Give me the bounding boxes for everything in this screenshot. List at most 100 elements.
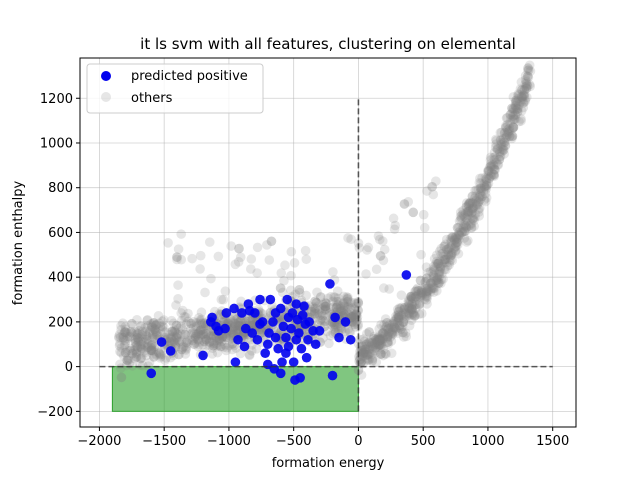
others-point (507, 114, 518, 125)
others-point (495, 151, 505, 162)
others-point (373, 340, 384, 351)
others-point (127, 348, 138, 359)
others-point (504, 125, 515, 136)
others-point (507, 131, 518, 141)
others-point (520, 96, 530, 107)
others-point (390, 323, 400, 333)
others-point (488, 160, 499, 170)
others-point (326, 292, 336, 302)
others-point (122, 355, 132, 365)
others-point (455, 211, 466, 222)
others-point (236, 296, 246, 307)
others-point (342, 294, 353, 304)
others-point (449, 234, 460, 245)
others-point (508, 122, 518, 133)
others-point (415, 288, 425, 299)
others-point (132, 329, 143, 339)
others-point (371, 337, 382, 348)
others-point (524, 60, 535, 71)
others-point (507, 131, 518, 141)
others-point (169, 337, 180, 348)
others-point (439, 255, 449, 265)
others-point (320, 301, 331, 312)
others-point (417, 285, 427, 296)
others-point (131, 344, 141, 355)
others-point (176, 254, 187, 265)
others-point (524, 79, 535, 90)
others-point (491, 134, 501, 145)
others-point (317, 313, 327, 324)
others-point (511, 97, 521, 107)
others-point (310, 303, 321, 314)
others-point (150, 326, 161, 336)
others-point (411, 285, 422, 295)
others-point (399, 314, 410, 324)
others-point (441, 250, 451, 260)
others-point (505, 109, 516, 120)
predicted-positive-point (282, 294, 293, 305)
others-point (372, 336, 382, 347)
others-point (499, 137, 510, 148)
others-point (500, 140, 511, 151)
others-point (194, 339, 204, 350)
others-point (286, 270, 296, 281)
others-point (331, 296, 342, 307)
others-point (503, 129, 514, 139)
others-point (124, 332, 135, 342)
others-point (123, 353, 133, 364)
others-point (181, 337, 192, 347)
others-point (471, 194, 482, 205)
others-point (479, 195, 490, 205)
others-point (511, 100, 521, 111)
others-point (414, 299, 424, 310)
others-point (176, 321, 186, 332)
others-point (455, 225, 466, 236)
others-point (355, 334, 365, 345)
others-point (195, 325, 206, 335)
others-point (347, 311, 357, 322)
others-point (235, 316, 246, 326)
others-point (136, 339, 147, 350)
others-point (479, 181, 490, 192)
others-point (167, 338, 177, 349)
others-point (353, 238, 364, 248)
others-point (277, 287, 288, 298)
others-point (439, 241, 450, 252)
others-point (146, 343, 156, 354)
others-point (167, 326, 177, 337)
others-point (423, 285, 433, 296)
others-point (463, 220, 474, 231)
others-point (349, 312, 359, 323)
others-point (427, 282, 438, 293)
others-point (275, 283, 286, 293)
others-point (163, 238, 173, 248)
others-point (132, 332, 143, 343)
others-point (458, 222, 468, 233)
others-point (160, 355, 170, 366)
others-point (147, 349, 158, 359)
others-point (495, 148, 505, 158)
legend-box (86, 63, 264, 114)
predicted-positive-point (252, 334, 263, 345)
others-point (198, 329, 209, 340)
others-point (383, 339, 394, 349)
others-point (457, 227, 467, 237)
others-point (132, 329, 143, 339)
others-point (172, 329, 183, 340)
predicted-positive-point (345, 334, 356, 345)
others-point (331, 302, 342, 313)
others-point (306, 306, 317, 317)
others-point (474, 192, 484, 203)
others-point (481, 180, 492, 191)
others-point (419, 222, 430, 233)
others-point (135, 341, 146, 352)
others-point (411, 286, 421, 297)
others-point (500, 140, 511, 151)
others-point (392, 313, 402, 323)
others-point (140, 347, 150, 358)
others-point (463, 200, 474, 210)
others-point (246, 346, 257, 356)
others-point (136, 353, 146, 364)
predicted-positive-point (273, 343, 283, 354)
others-point (381, 322, 392, 332)
